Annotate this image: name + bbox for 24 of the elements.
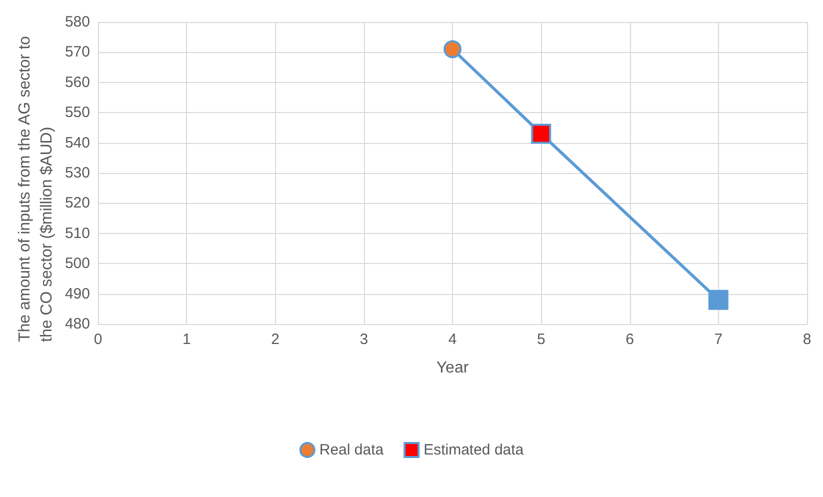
x-tick-label: 1 xyxy=(182,331,191,348)
y-tick-label: 520 xyxy=(64,194,90,212)
x-tick-label: 7 xyxy=(714,331,723,348)
x-tick-label: 5 xyxy=(536,331,546,348)
y-tick-label: 580 xyxy=(64,14,90,30)
x-tick-label: 2 xyxy=(271,331,280,348)
y-axis-title: The amount of inputs from the AG sector to the CO sector ($million $AUD) xyxy=(16,32,56,342)
x-tick-label: 6 xyxy=(626,331,634,348)
x-tick-label: 0 xyxy=(94,331,102,348)
x-axis-title: Year xyxy=(436,360,470,376)
y-tick-label: 490 xyxy=(64,285,90,302)
y-tick-label: 570 xyxy=(64,44,90,61)
legend-label: Estimated data xyxy=(424,442,524,458)
x-tick-label: 8 xyxy=(802,331,812,348)
y-tick-label: 560 xyxy=(64,74,90,91)
y-tick-label: 550 xyxy=(64,104,90,122)
y-tick-label: 500 xyxy=(64,255,90,272)
legend-label: Real data xyxy=(319,442,384,458)
x-tick-label: 4 xyxy=(448,331,457,348)
y-tick-label: 530 xyxy=(64,164,90,182)
x-tick-label: 3 xyxy=(360,331,368,348)
y-tick-label: 510 xyxy=(64,224,90,242)
y-tick-label: 480 xyxy=(64,316,90,332)
y-tick-label: 540 xyxy=(64,134,90,152)
